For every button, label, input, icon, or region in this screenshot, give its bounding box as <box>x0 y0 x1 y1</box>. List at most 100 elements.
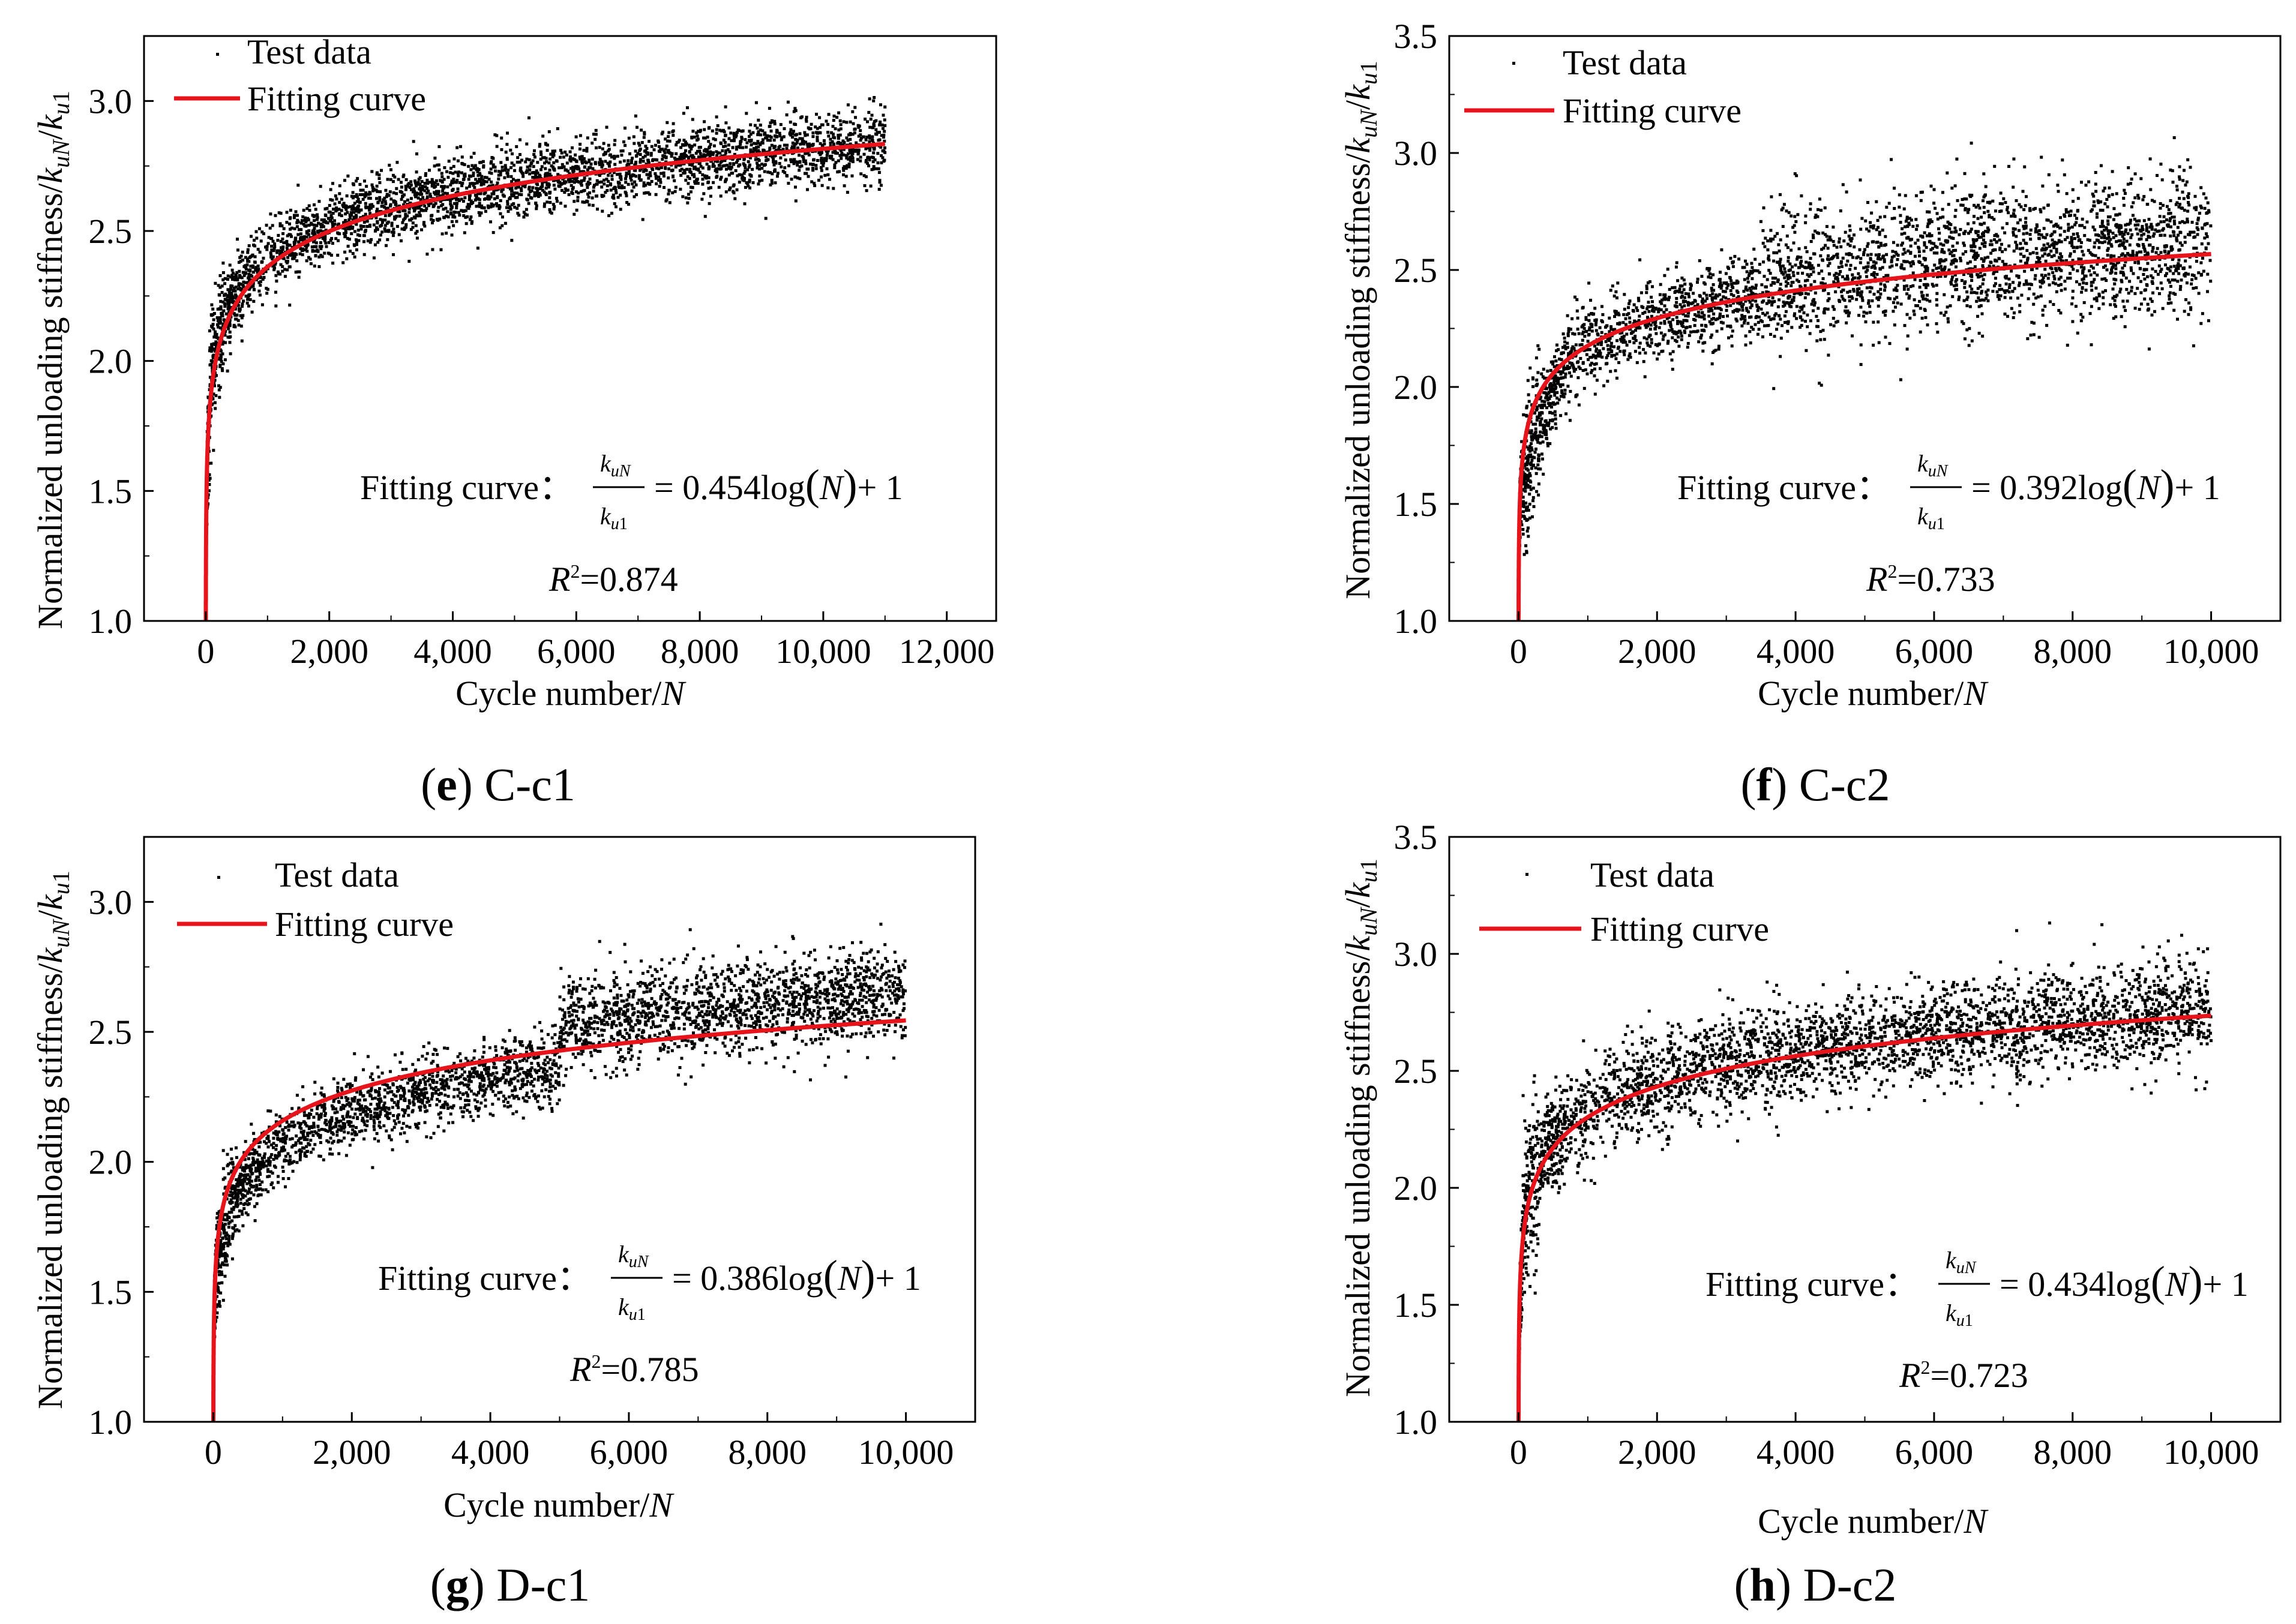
data-point <box>1591 329 1594 332</box>
data-point <box>1567 401 1570 404</box>
data-point <box>2007 245 2010 248</box>
data-point <box>2059 216 2062 219</box>
data-point <box>344 208 347 211</box>
data-point <box>383 227 386 230</box>
data-point <box>2139 280 2142 283</box>
data-point <box>568 158 571 161</box>
data-point <box>647 159 650 162</box>
data-point <box>470 156 473 159</box>
data-point <box>328 211 331 214</box>
data-point <box>1711 362 1714 365</box>
data-point <box>298 276 301 279</box>
data-point <box>1857 272 1860 275</box>
scatter-layer <box>1517 136 2213 620</box>
data-point <box>673 179 676 182</box>
data-point <box>679 188 682 191</box>
data-point <box>241 251 244 254</box>
data-point <box>2195 247 2198 250</box>
data-point <box>750 174 753 177</box>
data-point <box>514 179 517 182</box>
data-point <box>575 160 578 163</box>
data-point <box>866 157 869 160</box>
data-point <box>623 186 626 189</box>
data-point <box>305 236 308 239</box>
data-point <box>506 203 509 206</box>
data-point <box>766 139 769 142</box>
data-point <box>260 260 263 263</box>
data-point <box>512 164 515 167</box>
data-point <box>403 228 406 231</box>
data-point <box>388 164 391 167</box>
data-point <box>571 166 574 169</box>
data-point <box>416 236 419 239</box>
data-point <box>595 146 598 149</box>
data-point <box>727 167 730 170</box>
data-point <box>2004 313 2007 316</box>
data-point <box>881 124 884 127</box>
data-point <box>690 136 693 139</box>
data-point <box>1578 332 1581 335</box>
data-point <box>755 101 758 104</box>
data-point <box>563 191 566 194</box>
data-point <box>358 234 361 237</box>
data-point <box>1733 255 1736 258</box>
data-point <box>1898 193 1901 196</box>
data-point <box>351 227 354 230</box>
data-point <box>565 181 568 184</box>
data-point <box>1982 172 1985 175</box>
data-point <box>1763 275 1766 278</box>
data-point <box>450 206 453 209</box>
data-point <box>586 186 589 189</box>
data-point <box>1770 304 1773 307</box>
data-point <box>2009 296 2012 299</box>
data-point <box>818 131 821 134</box>
data-point <box>1531 499 1534 502</box>
data-point <box>1833 325 1836 328</box>
data-point <box>1784 271 1787 274</box>
data-point <box>855 142 858 145</box>
data-point <box>529 196 532 199</box>
data-point <box>771 182 774 185</box>
data-point <box>1554 410 1557 413</box>
data-point <box>643 192 646 195</box>
data-point <box>452 211 455 214</box>
data-point <box>697 169 700 172</box>
data-point <box>564 205 567 208</box>
data-point <box>249 256 252 259</box>
data-point <box>414 182 417 185</box>
data-point <box>704 137 707 140</box>
data-point <box>872 167 875 170</box>
data-point <box>268 236 271 239</box>
data-point <box>687 182 690 185</box>
data-point <box>270 237 273 240</box>
data-point <box>316 213 319 216</box>
data-point <box>1799 326 1802 329</box>
data-point <box>385 244 388 247</box>
data-point <box>499 212 502 215</box>
data-point <box>849 133 852 136</box>
data-point <box>296 233 299 236</box>
data-point <box>2179 285 2182 288</box>
data-point <box>792 142 795 145</box>
data-point <box>348 227 351 230</box>
data-point <box>1566 314 1569 317</box>
data-point <box>468 205 471 208</box>
data-point <box>2130 266 2133 269</box>
data-point <box>332 212 335 215</box>
data-point <box>878 131 881 134</box>
data-point <box>640 128 643 131</box>
data-point <box>472 166 475 169</box>
data-point <box>658 149 661 152</box>
data-point <box>313 265 316 268</box>
data-point <box>1817 208 1820 211</box>
data-point <box>449 171 452 174</box>
data-point <box>598 146 601 149</box>
data-point <box>219 353 222 356</box>
data-point <box>1666 268 1669 271</box>
data-point <box>1534 466 1537 469</box>
data-point <box>478 202 481 205</box>
data-point <box>223 282 226 285</box>
data-point <box>376 190 379 193</box>
data-point <box>729 187 732 190</box>
